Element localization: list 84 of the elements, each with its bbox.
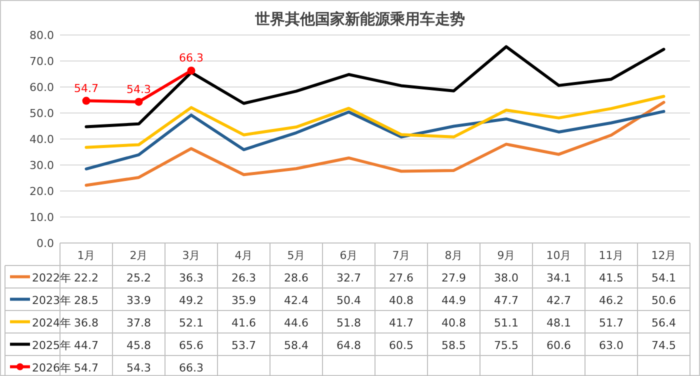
x-tick-label: 4月 xyxy=(234,249,253,262)
text: 36.8 xyxy=(74,316,98,330)
text: 25.2 xyxy=(126,272,151,284)
text: 51.8 xyxy=(336,316,361,330)
text: 54.3 xyxy=(126,82,151,96)
text: 42.7 xyxy=(546,294,571,307)
text: 35.9 xyxy=(232,294,256,307)
text: 44.9 xyxy=(442,294,466,307)
text: 58.5 xyxy=(442,339,466,352)
text: 50.4 xyxy=(336,294,361,307)
text: 74.5 xyxy=(652,339,676,352)
point xyxy=(82,96,90,105)
text: 47.7 xyxy=(494,294,518,307)
y-tick-label: 50.0 xyxy=(30,107,54,120)
text: 56.4 xyxy=(652,316,676,330)
y-tick-label: 80.0 xyxy=(30,29,54,42)
text: 54.7 xyxy=(74,82,98,95)
text: 28.6 xyxy=(284,272,308,284)
text: 37.8 xyxy=(126,316,151,330)
y-tick-label: 40.0 xyxy=(30,133,54,146)
y-tick-label: 10.0 xyxy=(30,211,54,224)
x-tick-label: 11月 xyxy=(598,249,624,262)
text: 27.6 xyxy=(389,272,414,284)
text: 33.9 xyxy=(126,294,151,307)
x-tick-label: 2月 xyxy=(130,249,148,262)
line-series xyxy=(84,94,666,149)
text: 45.8 xyxy=(126,339,151,352)
text: 41.6 xyxy=(232,316,256,330)
text: 75.5 xyxy=(494,339,518,352)
y-tick-label: 70.0 xyxy=(30,55,54,68)
text: 60.5 xyxy=(389,339,414,352)
x-tick-label: 1月 xyxy=(77,249,96,262)
line-series xyxy=(84,110,666,170)
text: 50.6 xyxy=(652,294,676,307)
text: 54.1 xyxy=(652,272,676,284)
text: 49.2 xyxy=(179,294,204,307)
text: 38.0 xyxy=(494,272,518,284)
x-tick-label: 7月 xyxy=(392,249,410,262)
legend-label: 2024年 xyxy=(32,316,71,330)
legend-label: 2023年 xyxy=(32,294,71,307)
legend-label: 2022年 xyxy=(32,272,71,284)
chart-title: 世界其他国家新能源乘用车走势 xyxy=(254,10,465,28)
text: 48.1 xyxy=(546,316,571,330)
text: 22.2 xyxy=(74,272,98,284)
text: 52.1 xyxy=(179,316,204,330)
text: 34.1 xyxy=(546,272,571,284)
text: 41.7 xyxy=(389,316,414,330)
x-tick-label: 12月 xyxy=(651,249,676,262)
point xyxy=(187,66,196,75)
text: 41.5 xyxy=(599,272,624,284)
text: 53.7 xyxy=(232,339,256,352)
text: 64.8 xyxy=(336,339,361,352)
legend-label: 2026年 xyxy=(32,362,71,374)
y-tick-label: 0.0 xyxy=(36,237,54,250)
text: 42.4 xyxy=(284,294,308,307)
text: 44.7 xyxy=(74,339,98,352)
text: 51.7 xyxy=(599,316,624,330)
text: 65.6 xyxy=(179,339,204,352)
point xyxy=(134,98,143,106)
text: 58.4 xyxy=(284,339,308,352)
text: 66.3 xyxy=(179,52,204,65)
x-tick-label: 9月 xyxy=(497,249,516,262)
x-tick-label: 6月 xyxy=(340,249,358,262)
text: 32.7 xyxy=(336,272,361,284)
text: 63.0 xyxy=(599,339,624,352)
text: 26.3 xyxy=(232,272,256,284)
text: 46.2 xyxy=(599,294,624,307)
text: 60.6 xyxy=(546,339,571,352)
text: 40.8 xyxy=(442,316,466,330)
y-tick-label: 20.0 xyxy=(30,185,54,198)
text: 44.6 xyxy=(284,316,308,330)
y-tick-label: 30.0 xyxy=(30,159,54,172)
x-tick-label: 5月 xyxy=(287,249,306,262)
x-tick-label: 3月 xyxy=(182,249,200,262)
x-tick-label: 10月 xyxy=(546,249,572,262)
x-tick-label: 8月 xyxy=(444,249,463,262)
y-tick-label: 60.0 xyxy=(30,81,54,94)
line-series xyxy=(84,100,666,187)
text: 40.8 xyxy=(389,294,414,307)
text: 27.9 xyxy=(442,272,466,284)
text: 51.1 xyxy=(494,316,518,330)
legend-label: 2025年 xyxy=(32,339,71,352)
text: 28.5 xyxy=(74,294,98,307)
text: 36.3 xyxy=(179,272,204,284)
